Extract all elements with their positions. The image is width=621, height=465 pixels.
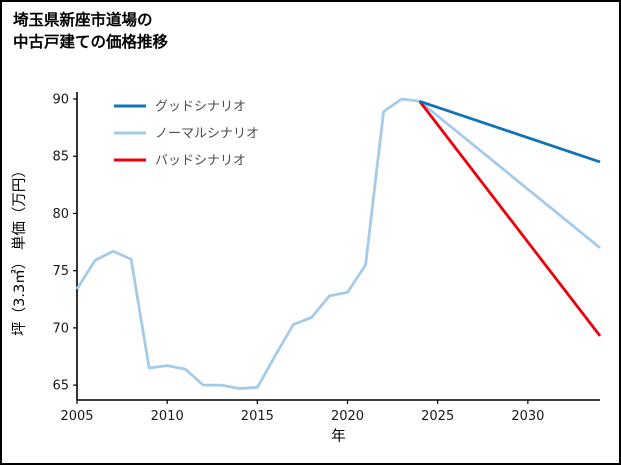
series-line-bad-scenario — [418, 100, 602, 337]
y-tick-label: 90 — [52, 93, 69, 108]
chart-title-line1: 埼玉県新座市道場の — [13, 11, 153, 29]
legend-label-1: ノーマルシナリオ — [155, 127, 259, 142]
legend-label-0: グッドシナリオ — [155, 100, 246, 115]
y-axis-label: 坪（3.3㎡） 単価（万円） — [11, 163, 28, 336]
series-line-good-scenario — [419, 99, 601, 164]
x-axis-label: 年 — [331, 428, 346, 445]
series-line-normal-scenario — [75, 97, 601, 390]
legend-label-2: バッドシナリオ — [155, 154, 246, 169]
y-tick-label: 80 — [52, 207, 69, 222]
x-tick-label: 2010 — [151, 409, 184, 424]
x-tick-label: 2005 — [60, 409, 93, 424]
y-tick-label: 85 — [52, 150, 69, 165]
y-tick-label: 65 — [52, 379, 69, 394]
x-tick-label: 2015 — [241, 409, 274, 424]
x-tick-label: 2030 — [511, 409, 544, 424]
x-tick-label: 2020 — [331, 409, 364, 424]
y-tick-label: 75 — [52, 264, 69, 279]
y-tick-label: 70 — [52, 321, 69, 336]
x-tick-label: 2025 — [421, 409, 454, 424]
chart-title-line2: 中古戸建ての価格推移 — [13, 33, 169, 51]
chart-title: 埼玉県新座市道場の 中古戸建ての価格推移 — [13, 9, 168, 53]
